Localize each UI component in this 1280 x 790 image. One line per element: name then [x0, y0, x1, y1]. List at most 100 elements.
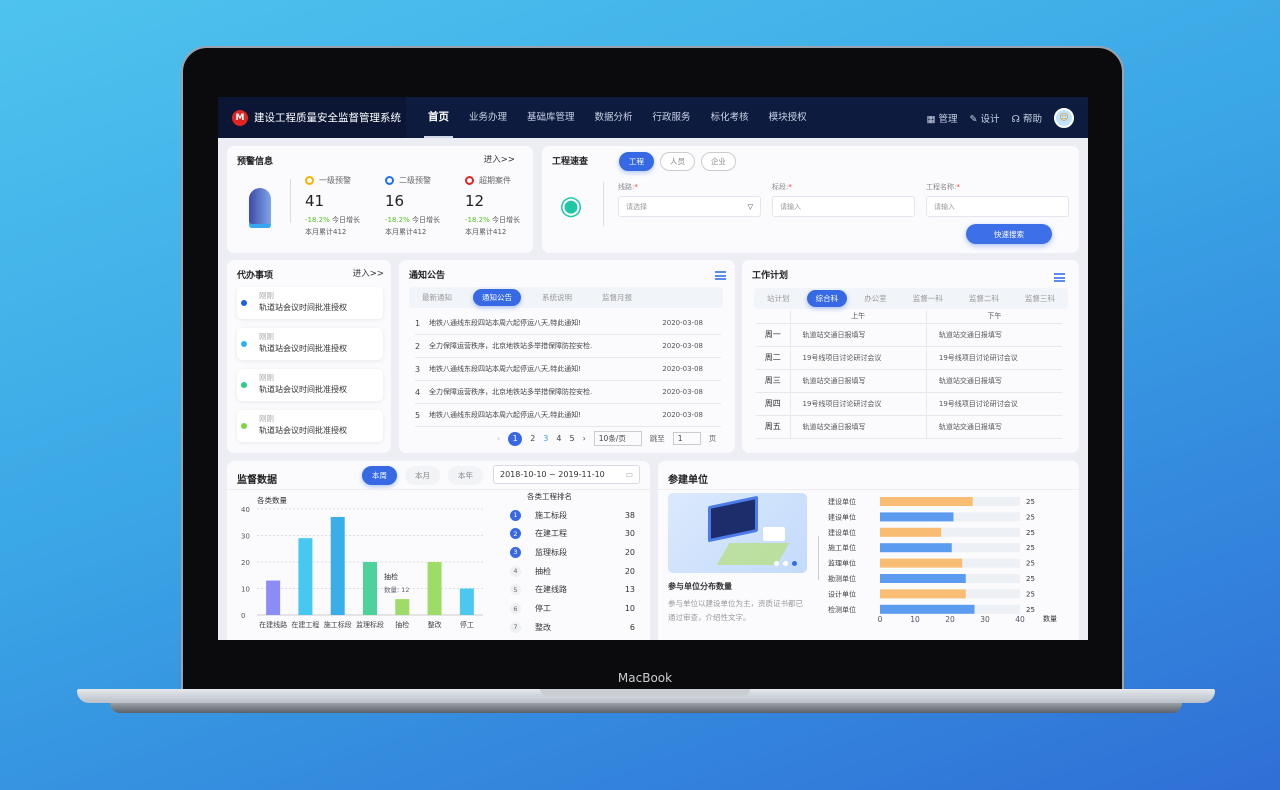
- plan-tab[interactable]: 监督二科: [968, 294, 999, 303]
- pm-cell[interactable]: 轨道站交通日报填写: [926, 369, 1062, 393]
- plan-tab[interactable]: 综合科: [806, 290, 848, 307]
- search-input[interactable]: 请输入: [926, 196, 1069, 217]
- nav-item[interactable]: 标化考核: [710, 112, 749, 123]
- carousel-dot[interactable]: [774, 561, 779, 566]
- pm-cell[interactable]: 19号线项目讨论研讨会议: [926, 392, 1062, 416]
- page-number[interactable]: 1: [508, 431, 523, 446]
- bar[interactable]: [880, 604, 975, 614]
- quick-search-button[interactable]: 快速搜索: [966, 224, 1052, 244]
- todo-enter-link[interactable]: 进入>>: [352, 269, 384, 279]
- bar[interactable]: [880, 574, 966, 583]
- illustration-carousel[interactable]: [668, 493, 807, 573]
- pm-cell[interactable]: 19号线项目讨论研讨会议: [926, 346, 1062, 370]
- x-tick-label: 30: [980, 615, 990, 624]
- rank-name: 抽检: [535, 566, 551, 576]
- y-category-label: 勘测单位: [828, 574, 856, 583]
- notice-tab[interactable]: 监督月报: [602, 293, 632, 302]
- next-page-icon[interactable]: ›: [582, 434, 586, 443]
- am-cell[interactable]: 19号线项目讨论研讨会议: [790, 346, 927, 370]
- page-number[interactable]: 5: [569, 434, 575, 443]
- notice-tab[interactable]: 最新通知: [422, 293, 452, 302]
- pm-cell[interactable]: 轨道站交通日报填写: [926, 323, 1062, 347]
- warning-enter-link[interactable]: 进入>>: [483, 155, 515, 165]
- period-tab[interactable]: 本年: [448, 466, 483, 485]
- date-range-picker[interactable]: 2018-10-10 ~ 2019-11-10 ▭: [493, 465, 640, 484]
- todo-item[interactable]: 刚刚 轨道站会议时间批准授权: [237, 328, 383, 360]
- todo-item[interactable]: 刚刚 轨道站会议时间批准授权: [237, 410, 383, 442]
- bar[interactable]: [880, 558, 963, 568]
- nav-item[interactable]: 数据分析: [594, 112, 633, 123]
- notice-row[interactable]: 4 全力保障运营秩序，北京地铁站多举措保障防控安检. 2020-03-08: [415, 381, 721, 404]
- prev-page-icon[interactable]: ‹: [497, 434, 501, 443]
- plan-tab[interactable]: 监督一科: [912, 294, 943, 303]
- notice-tab[interactable]: 通知公告: [473, 289, 521, 306]
- notice-row[interactable]: 2 全力保障运营秩序，北京地铁站多举措保障防控安检. 2020-03-08: [415, 335, 721, 358]
- app-logo[interactable]: M 建设工程质量安全监督管理系统: [218, 97, 406, 138]
- bar[interactable]: [298, 538, 313, 615]
- rank-badge: 5: [510, 584, 521, 596]
- nav-item[interactable]: 首页: [418, 97, 459, 138]
- search-input[interactable]: 请选择 ▽: [618, 196, 761, 217]
- plan-tab[interactable]: 办公室: [864, 294, 887, 303]
- bar[interactable]: [880, 543, 952, 553]
- bar[interactable]: [880, 527, 942, 537]
- period-tab[interactable]: 本周: [362, 466, 397, 485]
- goto-input[interactable]: 1: [672, 432, 701, 445]
- page-number[interactable]: 3: [543, 434, 549, 443]
- nav-item[interactable]: 基础库管理: [527, 112, 575, 123]
- rank-value: 20: [624, 547, 635, 557]
- notice-tab[interactable]: 系统说明: [542, 293, 572, 302]
- bar[interactable]: [459, 588, 474, 616]
- am-cell[interactable]: 轨道站交通日报填写: [790, 323, 927, 347]
- period-tab[interactable]: 本月: [405, 466, 440, 485]
- warning-change: -18.2%: [305, 216, 330, 224]
- rank-badge: 7: [510, 621, 521, 633]
- plan-tab[interactable]: 监督三科: [1024, 294, 1055, 303]
- nav-item[interactable]: 业务办理: [469, 112, 508, 123]
- bar[interactable]: [395, 599, 410, 615]
- todo-item[interactable]: 刚刚 轨道站会议时间批准授权: [237, 369, 383, 401]
- am-cell[interactable]: 19号线项目讨论研讨会议: [790, 392, 927, 416]
- bar[interactable]: [880, 512, 954, 522]
- bar[interactable]: [427, 562, 442, 615]
- search-tab[interactable]: 企业: [701, 152, 736, 171]
- bar[interactable]: [266, 580, 281, 615]
- search-tab[interactable]: 工程: [619, 152, 654, 171]
- warning-stat[interactable]: 超期案件 12 -18.2% 今日增长 本月累计412: [465, 175, 543, 237]
- search-field: 线路:* 请选择 ▽: [618, 182, 761, 217]
- avatar[interactable]: ☺: [1054, 107, 1074, 128]
- design-button[interactable]: ✎ 设计: [969, 113, 1000, 125]
- notice-row[interactable]: 3 地铁八通线东段四站本周六起停运八天,特此通知! 2020-03-08: [415, 358, 721, 381]
- page-number[interactable]: 2: [530, 434, 536, 443]
- divider: [290, 179, 291, 223]
- am-cell[interactable]: 轨道站交通日报填写: [790, 415, 927, 439]
- am-cell[interactable]: 轨道站交通日报填写: [790, 369, 927, 393]
- nav-item[interactable]: 行政服务: [652, 112, 691, 123]
- warning-stat[interactable]: 二级预警 16 -18.2% 今日增长 本月累计412: [385, 175, 463, 237]
- notice-text: 地铁八通线东段四站本周六起停运八天,特此通知!: [429, 411, 582, 419]
- menu-icon[interactable]: [1054, 273, 1065, 282]
- carousel-dot[interactable]: [783, 561, 788, 566]
- day-cell: 周一: [756, 323, 791, 347]
- help-button[interactable]: ☊ 帮助: [1011, 113, 1042, 125]
- bar[interactable]: [330, 516, 345, 615]
- plan-tab[interactable]: 站计划: [767, 294, 790, 303]
- notice-row[interactable]: 5 地铁八通线东段四站本周六起停运八天,特此通知! 2020-03-08: [415, 404, 721, 427]
- bar[interactable]: [363, 562, 377, 615]
- notice-row[interactable]: 1 地铁八通线东段四站本周六起停运八天,特此通知! 2020-03-08: [415, 312, 721, 335]
- carousel-dot[interactable]: [792, 561, 797, 566]
- bar[interactable]: [880, 497, 973, 506]
- page-number[interactable]: 4: [556, 434, 562, 443]
- pm-cell[interactable]: 轨道站交通日报填写: [926, 415, 1062, 439]
- page-size-select[interactable]: 10条/页: [593, 431, 642, 446]
- menu-icon[interactable]: [715, 271, 726, 280]
- nav-item[interactable]: 模块授权: [768, 112, 807, 123]
- todo-item[interactable]: 刚刚 轨道站会议时间批准授权: [237, 287, 383, 319]
- bar[interactable]: [880, 589, 966, 599]
- laptop-base-bottom: [110, 703, 1182, 713]
- search-input[interactable]: 请输入: [772, 196, 915, 217]
- warning-stat[interactable]: 一级预警 41 -18.2% 今日增长 本月累计412: [305, 175, 383, 237]
- toolbar: ▦ 管理 ✎ 设计 ☊ 帮助 ☺: [926, 97, 1074, 138]
- manage-button[interactable]: ▦ 管理: [926, 113, 958, 125]
- search-tab[interactable]: 人员: [660, 152, 695, 171]
